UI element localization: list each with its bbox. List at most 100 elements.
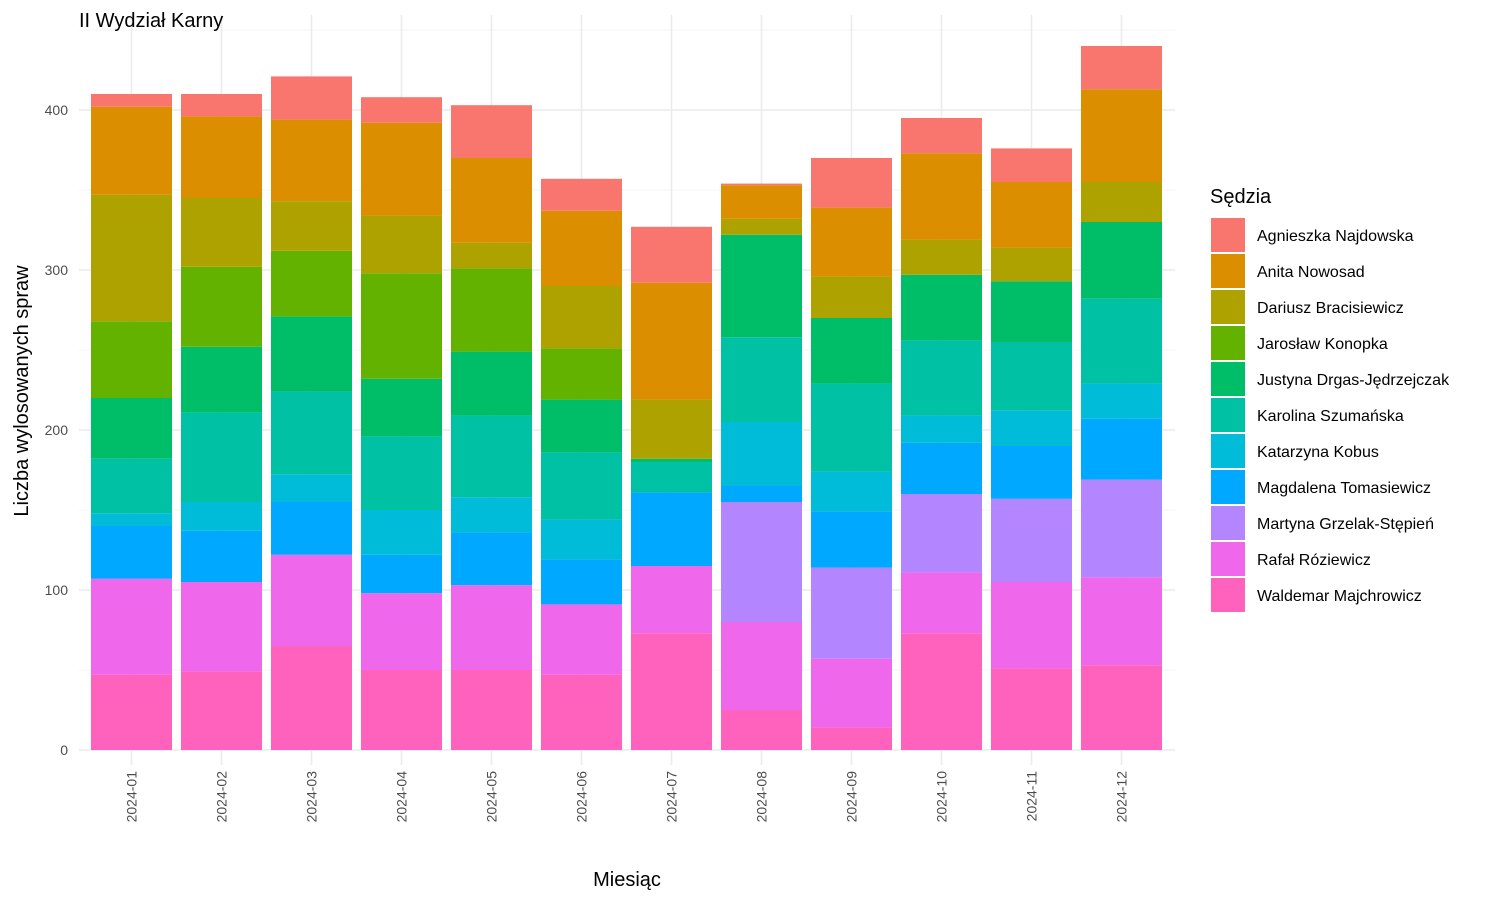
bar-segment [541, 178, 622, 211]
bar-segment [271, 646, 352, 750]
bar-segment [271, 119, 352, 202]
bar-segment [451, 585, 532, 670]
bar-segment [991, 182, 1072, 248]
bar-segment [901, 340, 982, 416]
x-axis-ticks: 2024-01 2024-02 2024-03 2024-04 2024-05 2024-… [124, 771, 1130, 823]
legend-label: Agnieszka Najdowska [1257, 228, 1414, 245]
legend-key [1211, 398, 1245, 432]
legend-label: Waldemar Majchrowicz [1257, 588, 1422, 605]
bar-segment [181, 198, 262, 267]
y-axis-title: Liczba wylosowanych spraw [11, 265, 33, 517]
bar-segment [181, 412, 262, 502]
bar-segment [721, 422, 802, 486]
bar-segment [181, 116, 262, 198]
legend-key [1211, 542, 1245, 576]
bar-segment [451, 415, 532, 498]
bar-segment [271, 201, 352, 251]
bar-segment [721, 183, 802, 186]
legend: Sędzia Agnieszka Najdowska Anita Nowosad D… [1210, 186, 1450, 612]
bar-segment [721, 218, 802, 235]
bar-segment [91, 94, 172, 107]
bar-segment [91, 513, 172, 526]
bar-segment [811, 158, 892, 208]
bar-segment [541, 348, 622, 400]
legend-title: Sędzia [1210, 186, 1272, 208]
x-tick-label: 2024-04 [394, 771, 410, 823]
bar-segment [91, 321, 172, 398]
bar-segment [631, 226, 712, 283]
bar-segment [811, 207, 892, 277]
bar-segment [541, 674, 622, 750]
legend-label: Rafał Róziewicz [1257, 552, 1371, 569]
bar-segment [991, 342, 1072, 411]
bar-segment [541, 519, 622, 560]
bar-segment [631, 566, 712, 634]
y-tick-label: 200 [45, 422, 69, 438]
bar-segment [991, 410, 1072, 446]
legend-label: Jarosław Konopka [1257, 336, 1388, 353]
x-tick-label: 2024-08 [754, 771, 770, 823]
legend-key [1211, 470, 1245, 504]
bar-segment [901, 494, 982, 573]
bar-segment [541, 452, 622, 520]
bar-segment [541, 210, 622, 286]
bar-segment [1081, 46, 1162, 90]
bar-segment [271, 316, 352, 392]
bar-segment [271, 502, 352, 555]
bar-segment [1081, 665, 1162, 750]
x-tick-label: 2024-12 [1114, 771, 1130, 823]
bar-segment [361, 378, 442, 437]
bar-segment [91, 106, 172, 195]
legend-label: Justyna Drgas-Jędrzejczak [1257, 372, 1450, 389]
bar-segment [451, 242, 532, 269]
bar-segment [91, 578, 172, 675]
bar-segment [271, 474, 352, 502]
legend-label: Karolina Szumańska [1257, 408, 1404, 425]
bar-segment [901, 274, 982, 341]
bar-segment [1081, 182, 1162, 222]
bar-segment [181, 530, 262, 582]
bar-segment [361, 510, 442, 555]
y-tick-label: 300 [45, 262, 69, 278]
bar-segment [811, 318, 892, 384]
x-axis-title: Miesiąc [593, 869, 661, 891]
legend-key [1211, 326, 1245, 360]
legend-label: Dariusz Bracisiewicz [1257, 300, 1404, 317]
bar-segment [451, 105, 532, 158]
bar-segment [1081, 577, 1162, 666]
bar-segment [361, 122, 442, 216]
legend-key [1211, 290, 1245, 324]
bar-segment [1081, 383, 1162, 419]
bar-segment [631, 462, 712, 493]
bar-segment [811, 383, 892, 472]
bar-segment [901, 415, 982, 443]
x-tick-label: 2024-01 [124, 771, 140, 823]
bar-segment [1081, 89, 1162, 182]
bar-segment [721, 234, 802, 338]
x-tick-label: 2024-10 [934, 771, 950, 823]
bar-segment [541, 559, 622, 605]
legend-label: Anita Nowosad [1257, 264, 1365, 281]
bar-segment [181, 582, 262, 672]
bar-segment [721, 337, 802, 422]
bar-segment [361, 593, 442, 670]
bar-segment [631, 399, 712, 459]
bar-segment [361, 273, 442, 379]
bar-segment [361, 554, 442, 594]
bar-segment [271, 250, 352, 317]
bar-segment [901, 118, 982, 154]
bar-segment [451, 497, 532, 533]
bar-segment [1081, 222, 1162, 299]
bar-segment [631, 282, 712, 400]
bar-segment [541, 399, 622, 453]
bar-segment [181, 502, 262, 531]
bar-segment [811, 658, 892, 728]
bar-segment [451, 351, 532, 416]
bar-segment [991, 446, 1072, 499]
bar-segment [721, 185, 802, 219]
x-tick-label: 2024-09 [844, 771, 860, 823]
bar-segment [721, 502, 802, 622]
y-tick-label: 0 [60, 742, 68, 758]
bar-segment [91, 398, 172, 459]
bar-segment [991, 668, 1072, 750]
